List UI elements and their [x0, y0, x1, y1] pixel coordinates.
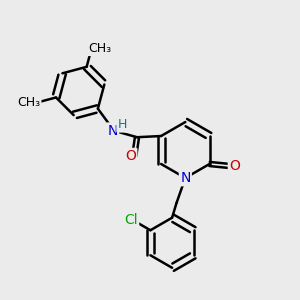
Text: O: O [229, 159, 240, 173]
Text: H: H [118, 118, 127, 131]
Text: CH₃: CH₃ [88, 42, 111, 55]
Text: N: N [107, 124, 118, 138]
Text: N: N [180, 171, 190, 185]
Text: O: O [125, 149, 136, 163]
Text: Cl: Cl [124, 213, 138, 227]
Text: CH₃: CH₃ [17, 96, 40, 109]
